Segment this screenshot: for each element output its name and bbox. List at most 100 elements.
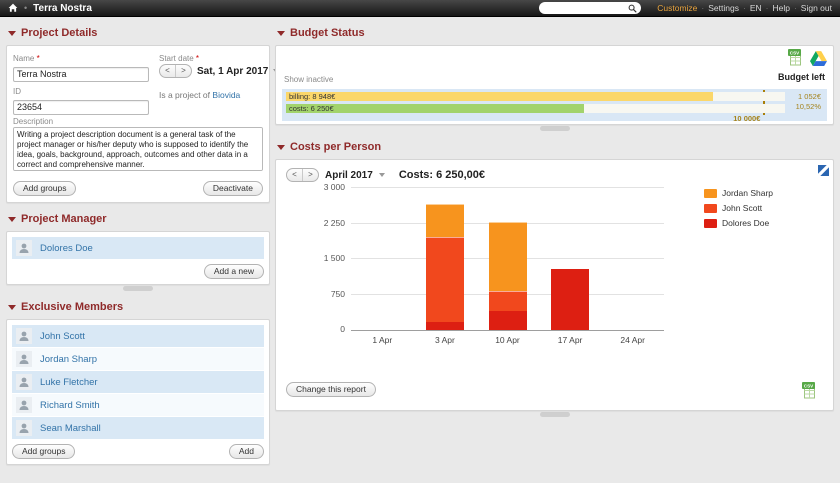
- date-next-button[interactable]: >: [181, 66, 186, 75]
- section-header-project-manager[interactable]: Project Manager: [8, 210, 270, 228]
- change-report-button[interactable]: Change this report: [286, 382, 376, 397]
- budget-chart: 10 000€ 1 052€ 10,52% billing: 8 948€ cos…: [282, 89, 827, 123]
- section-header-costs-per-person[interactable]: Costs per Person: [277, 138, 834, 156]
- add-a-new-button[interactable]: Add a new: [203, 264, 264, 279]
- project-manager-row[interactable]: Dolores Doe: [12, 237, 264, 259]
- member-name-link[interactable]: Richard Smith: [40, 399, 100, 411]
- legend-swatch: [704, 218, 717, 228]
- member-name-link[interactable]: Sean Marshall: [40, 422, 101, 434]
- topbar-link-sign-out[interactable]: Sign out: [800, 3, 832, 13]
- legend-item: John Scott: [704, 203, 773, 213]
- svg-text:CSV: CSV: [790, 50, 800, 55]
- name-input[interactable]: [13, 66, 149, 82]
- bar-segment-john-scott[interactable]: [488, 290, 527, 312]
- topbar-link-customize[interactable]: Customize: [657, 3, 698, 13]
- avatar: [16, 351, 32, 367]
- budget-bar-track-billing: billing: 8 948€: [286, 92, 786, 101]
- month-selector[interactable]: April 2017: [325, 169, 373, 181]
- date-prev-button[interactable]: <: [160, 65, 176, 77]
- budget-remaining-percent: 10,52%: [795, 102, 821, 111]
- legend-item: Jordan Sharp: [704, 188, 773, 198]
- topbar-link-help[interactable]: Help: [772, 3, 790, 13]
- legend-item: Dolores Doe: [704, 218, 773, 228]
- chart-legend: Jordan Sharp John Scott Dolores Doe: [704, 188, 773, 233]
- budget-bar-label: costs: 6 250€: [289, 104, 334, 113]
- member-row[interactable]: Richard Smith: [12, 394, 264, 416]
- expand-icon[interactable]: [818, 163, 829, 181]
- csv-export-icon[interactable]: CSV: [788, 49, 803, 71]
- bar-segment-john-scott[interactable]: [425, 237, 464, 322]
- budget-left-label: Budget left: [778, 72, 825, 82]
- avatar: [16, 420, 32, 436]
- budget-bars: 10 000€ 1 052€ 10,52% billing: 8 948€ cos…: [286, 90, 823, 123]
- google-drive-icon[interactable]: [810, 51, 827, 71]
- collapse-triangle-icon: [8, 304, 16, 310]
- budget-bar-billing: [286, 92, 714, 101]
- panel-resize-handle[interactable]: [539, 126, 570, 131]
- section-title: Project Details: [21, 27, 98, 39]
- search-icon[interactable]: [628, 4, 637, 13]
- project-manager-card: Dolores Doe Add a new: [6, 231, 270, 285]
- bar-segment-dolores-doe[interactable]: [551, 268, 590, 330]
- section-header-budget-status[interactable]: Budget Status: [277, 24, 834, 42]
- legend-label: Dolores Doe: [722, 218, 770, 228]
- bar-segment-dolores-doe[interactable]: [425, 321, 464, 330]
- section-header-project-details[interactable]: Project Details: [8, 24, 270, 42]
- month-prev-button[interactable]: <: [287, 169, 303, 181]
- x-axis-label: 17 Apr: [557, 335, 583, 345]
- member-row[interactable]: John Scott: [12, 325, 264, 347]
- topbar-link-settings[interactable]: Settings: [708, 3, 739, 13]
- section-title: Exclusive Members: [21, 301, 124, 313]
- show-inactive-toggle[interactable]: Show inactive: [284, 75, 334, 84]
- budget-bar-track-costs: costs: 6 250€: [286, 104, 786, 113]
- avatar: [16, 240, 32, 256]
- bar-segment-dolores-doe[interactable]: [488, 311, 527, 330]
- panel-resize-handle[interactable]: [539, 412, 570, 417]
- deactivate-button[interactable]: Deactivate: [202, 181, 263, 196]
- svg-text:CSV: CSV: [804, 383, 814, 388]
- topbar-links: Customize · Settings · EN · Help · Sign out: [657, 3, 832, 13]
- member-name-link[interactable]: John Scott: [40, 330, 85, 342]
- project-manager-name-link[interactable]: Dolores Doe: [40, 242, 93, 254]
- budget-status-card: CSV Show inactive Budget left 10 000€: [275, 45, 834, 125]
- chart-controls: < > April 2017 Costs: 6 250,00€: [286, 168, 485, 182]
- x-axis-label: 1 Apr: [372, 335, 393, 345]
- section-title: Costs per Person: [290, 141, 382, 153]
- add-groups-button[interactable]: Add groups: [13, 181, 77, 196]
- add-button[interactable]: Add: [228, 444, 264, 459]
- add-groups-button[interactable]: Add groups: [12, 444, 76, 459]
- collapse-triangle-icon: [8, 216, 16, 222]
- month-next-button[interactable]: >: [308, 170, 313, 179]
- member-row[interactable]: Jordan Sharp: [12, 348, 264, 370]
- budget-limit-line: [763, 90, 766, 115]
- member-row[interactable]: Luke Fletcher: [12, 371, 264, 393]
- collapse-triangle-icon: [277, 144, 285, 150]
- csv-export-icon[interactable]: CSV: [802, 382, 817, 404]
- panel-resize-handle[interactable]: [123, 286, 153, 291]
- bar-segment-jordan-sharp[interactable]: [488, 221, 527, 291]
- member-row[interactable]: Sean Marshall: [12, 417, 264, 439]
- description-textarea[interactable]: [13, 127, 263, 171]
- member-name-link[interactable]: Jordan Sharp: [40, 353, 98, 365]
- section-title: Project Manager: [21, 213, 107, 225]
- topbar-link-en[interactable]: EN: [749, 3, 762, 13]
- project-of-link[interactable]: Biovida: [212, 90, 241, 100]
- avatar: [16, 374, 32, 390]
- search-box[interactable]: [539, 2, 642, 14]
- id-input[interactable]: [13, 99, 149, 115]
- budget-remaining-value: 1 052€: [798, 92, 821, 101]
- chevron-down-icon: [378, 173, 385, 177]
- search-input[interactable]: [543, 2, 629, 14]
- collapse-triangle-icon: [8, 30, 16, 36]
- bar-segment-jordan-sharp[interactable]: [425, 203, 464, 238]
- month-pager: < >: [286, 168, 319, 182]
- legend-label: John Scott: [722, 203, 763, 213]
- y-axis-label: 2 250: [323, 217, 345, 228]
- section-header-exclusive-members[interactable]: Exclusive Members: [8, 298, 270, 316]
- budget-limit-label: 10 000€: [733, 114, 761, 123]
- section-title: Budget Status: [290, 27, 365, 39]
- home-icon[interactable]: [8, 3, 18, 13]
- start-date-value[interactable]: Sat, 1 Apr 2017: [197, 65, 269, 77]
- member-name-link[interactable]: Luke Fletcher: [40, 376, 98, 388]
- members-list: John Scott Jordan Sharp Luke Fletcher Richa…: [12, 325, 264, 439]
